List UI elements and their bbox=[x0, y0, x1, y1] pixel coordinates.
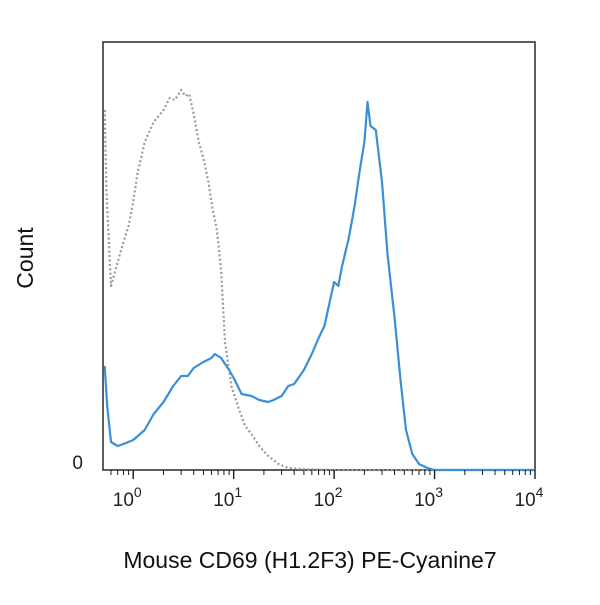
x-tick-label: 103 bbox=[414, 484, 443, 511]
x-axis-ticks: 100 101 102 103 104 bbox=[110, 470, 544, 511]
x-tick-label: 102 bbox=[314, 484, 343, 511]
x-tick-label: 100 bbox=[113, 484, 142, 511]
plot-frame bbox=[102, 41, 536, 471]
x-tick-label: 101 bbox=[213, 484, 242, 511]
y-axis-title: Count bbox=[12, 227, 38, 289]
x-axis-title: Mouse CD69 (H1.2F3) PE-Cyanine7 bbox=[123, 547, 496, 573]
cd69-stained-series bbox=[103, 100, 535, 472]
series-layer bbox=[103, 88, 535, 472]
x-tick-label: 104 bbox=[515, 484, 544, 511]
y-axis-ticks: 0 bbox=[72, 453, 83, 474]
isotype-control-series bbox=[103, 88, 535, 472]
y-tick-label: 0 bbox=[72, 453, 83, 474]
